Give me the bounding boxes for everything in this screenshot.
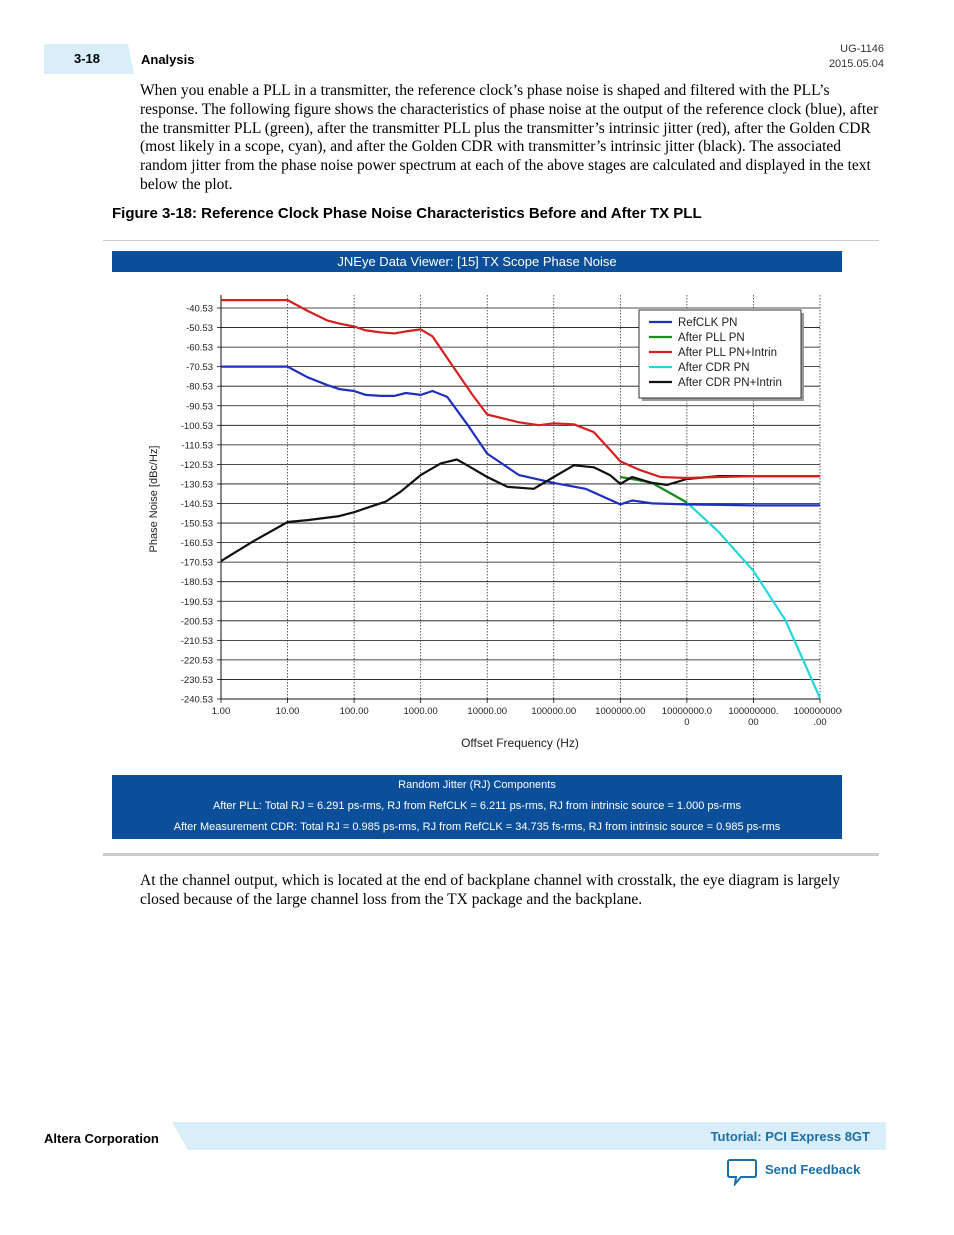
- rj-after-pll: After PLL: Total RJ = 6.291 ps-rms, RJ f…: [212, 800, 742, 812]
- rj-title: Random Jitter (RJ) Components: [398, 779, 556, 791]
- page-number: 3-18: [74, 51, 101, 66]
- x-tick-label: 0: [684, 717, 689, 728]
- series-line: [221, 299, 820, 480]
- y-tick-label: -160.53: [181, 538, 213, 549]
- rj-components-box: Random Jitter (RJ) Components After PLL:…: [112, 775, 842, 839]
- y-tick-label: -150.53: [181, 519, 213, 530]
- y-tick-label: -220.53: [181, 655, 213, 666]
- y-tick-label: -60.53: [186, 343, 213, 354]
- legend-entry: After PLL PN+Intrin: [678, 347, 777, 359]
- rj-after-cdr: After Measurement CDR: Total RJ = 0.985 …: [173, 821, 781, 833]
- chart-legend: RefCLK PN After PLL PN After PLL PN+Intrin…: [638, 309, 804, 401]
- x-tick-label: 00: [748, 717, 759, 728]
- chart-series: [220, 299, 822, 699]
- y-tick-label: -100.53: [181, 421, 213, 432]
- x-tick-labels: 1.00 10.00 100.00 1000.00 10000.00 100000.00 1…: [212, 706, 842, 728]
- y-tick-label: -140.53: [181, 499, 213, 510]
- x-tick-label: 1000.00: [403, 706, 437, 717]
- header-tab: [44, 44, 134, 74]
- chart-grid: [221, 295, 821, 700]
- doc-date: 2015.05.04: [828, 58, 884, 70]
- y-tick-label: -200.53: [181, 616, 213, 627]
- send-feedback-link[interactable]: Send Feedback: [765, 1162, 861, 1177]
- speech-bubble-icon[interactable]: [727, 1158, 757, 1186]
- chart-axes: [217, 295, 821, 703]
- intro-paragraph: When you enable a PLL in a transmitter, …: [140, 82, 879, 193]
- legend-entry: After CDR PN+Intrin: [678, 377, 782, 389]
- y-tick-label: -110.53: [181, 440, 213, 451]
- series-line: [221, 365, 820, 507]
- viewer-title: JNEye Data Viewer: [15] TX Scope Phase N…: [112, 251, 842, 272]
- x-tick-label: 1000000.00: [595, 706, 645, 717]
- series-line: [651, 481, 822, 699]
- y-tick-label: -240.53: [181, 695, 213, 706]
- closing-paragraph: At the channel output, which is located …: [140, 872, 840, 908]
- x-tick-label: 100000000.: [728, 706, 778, 717]
- y-tick-label: -90.53: [186, 401, 213, 412]
- y-axis-label: Phase Noise [dBc/Hz]: [148, 446, 160, 553]
- footer-bar: [172, 1122, 886, 1150]
- y-tick-labels: -40.53 -50.53 -60.53 -70.53 -80.53 -90.53 -100…: [181, 304, 213, 706]
- doc-info: UG-1146 2015.05.04: [829, 42, 884, 72]
- legend-box: [638, 309, 802, 399]
- y-tick-label: -210.53: [181, 636, 213, 647]
- footer-company: Altera Corporation: [44, 1131, 159, 1146]
- y-tick-label: -40.53: [186, 304, 213, 315]
- footer-doc-title-link[interactable]: Tutorial: PCI Express 8GT: [710, 1129, 870, 1144]
- legend-entry: After CDR PN: [678, 362, 750, 374]
- doc-id: UG-1146: [840, 43, 884, 55]
- figure-bottom-rule: [103, 853, 879, 856]
- x-tick-label: .00: [813, 717, 826, 728]
- y-tick-label: -80.53: [186, 382, 213, 393]
- y-tick-label: -180.53: [181, 577, 213, 588]
- figure-top-rule: [103, 240, 879, 241]
- section-title: Analysis: [141, 52, 195, 67]
- legend-entry: After PLL PN: [678, 332, 745, 344]
- y-tick-label: -50.53: [186, 323, 213, 334]
- figure-title: Figure 3-18: Reference Clock Phase Noise…: [112, 205, 702, 222]
- x-tick-label: 10000000.0: [662, 706, 712, 717]
- x-tick-label: 10000.00: [467, 706, 507, 717]
- x-tick-label: 100.00: [340, 706, 369, 717]
- y-tick-label: -120.53: [181, 460, 213, 471]
- phase-noise-chart: -40.53 -50.53 -60.53 -70.53 -80.53 -90.53 -100…: [148, 295, 842, 750]
- x-axis-label: Offset Frequency (Hz): [461, 736, 579, 750]
- x-tick-label: 100000.00: [531, 706, 576, 717]
- y-tick-label: -190.53: [181, 597, 213, 608]
- legend-entry: RefCLK PN: [678, 317, 737, 329]
- series-line: [220, 458, 820, 563]
- y-tick-label: -170.53: [181, 558, 213, 569]
- y-tick-label: -70.53: [186, 362, 213, 373]
- y-tick-label: -130.53: [181, 479, 213, 490]
- x-tick-label: 1000000000: [794, 706, 842, 717]
- x-tick-label: 1.00: [212, 706, 231, 717]
- y-tick-label: -230.53: [181, 675, 213, 686]
- x-tick-label: 10.00: [276, 706, 300, 717]
